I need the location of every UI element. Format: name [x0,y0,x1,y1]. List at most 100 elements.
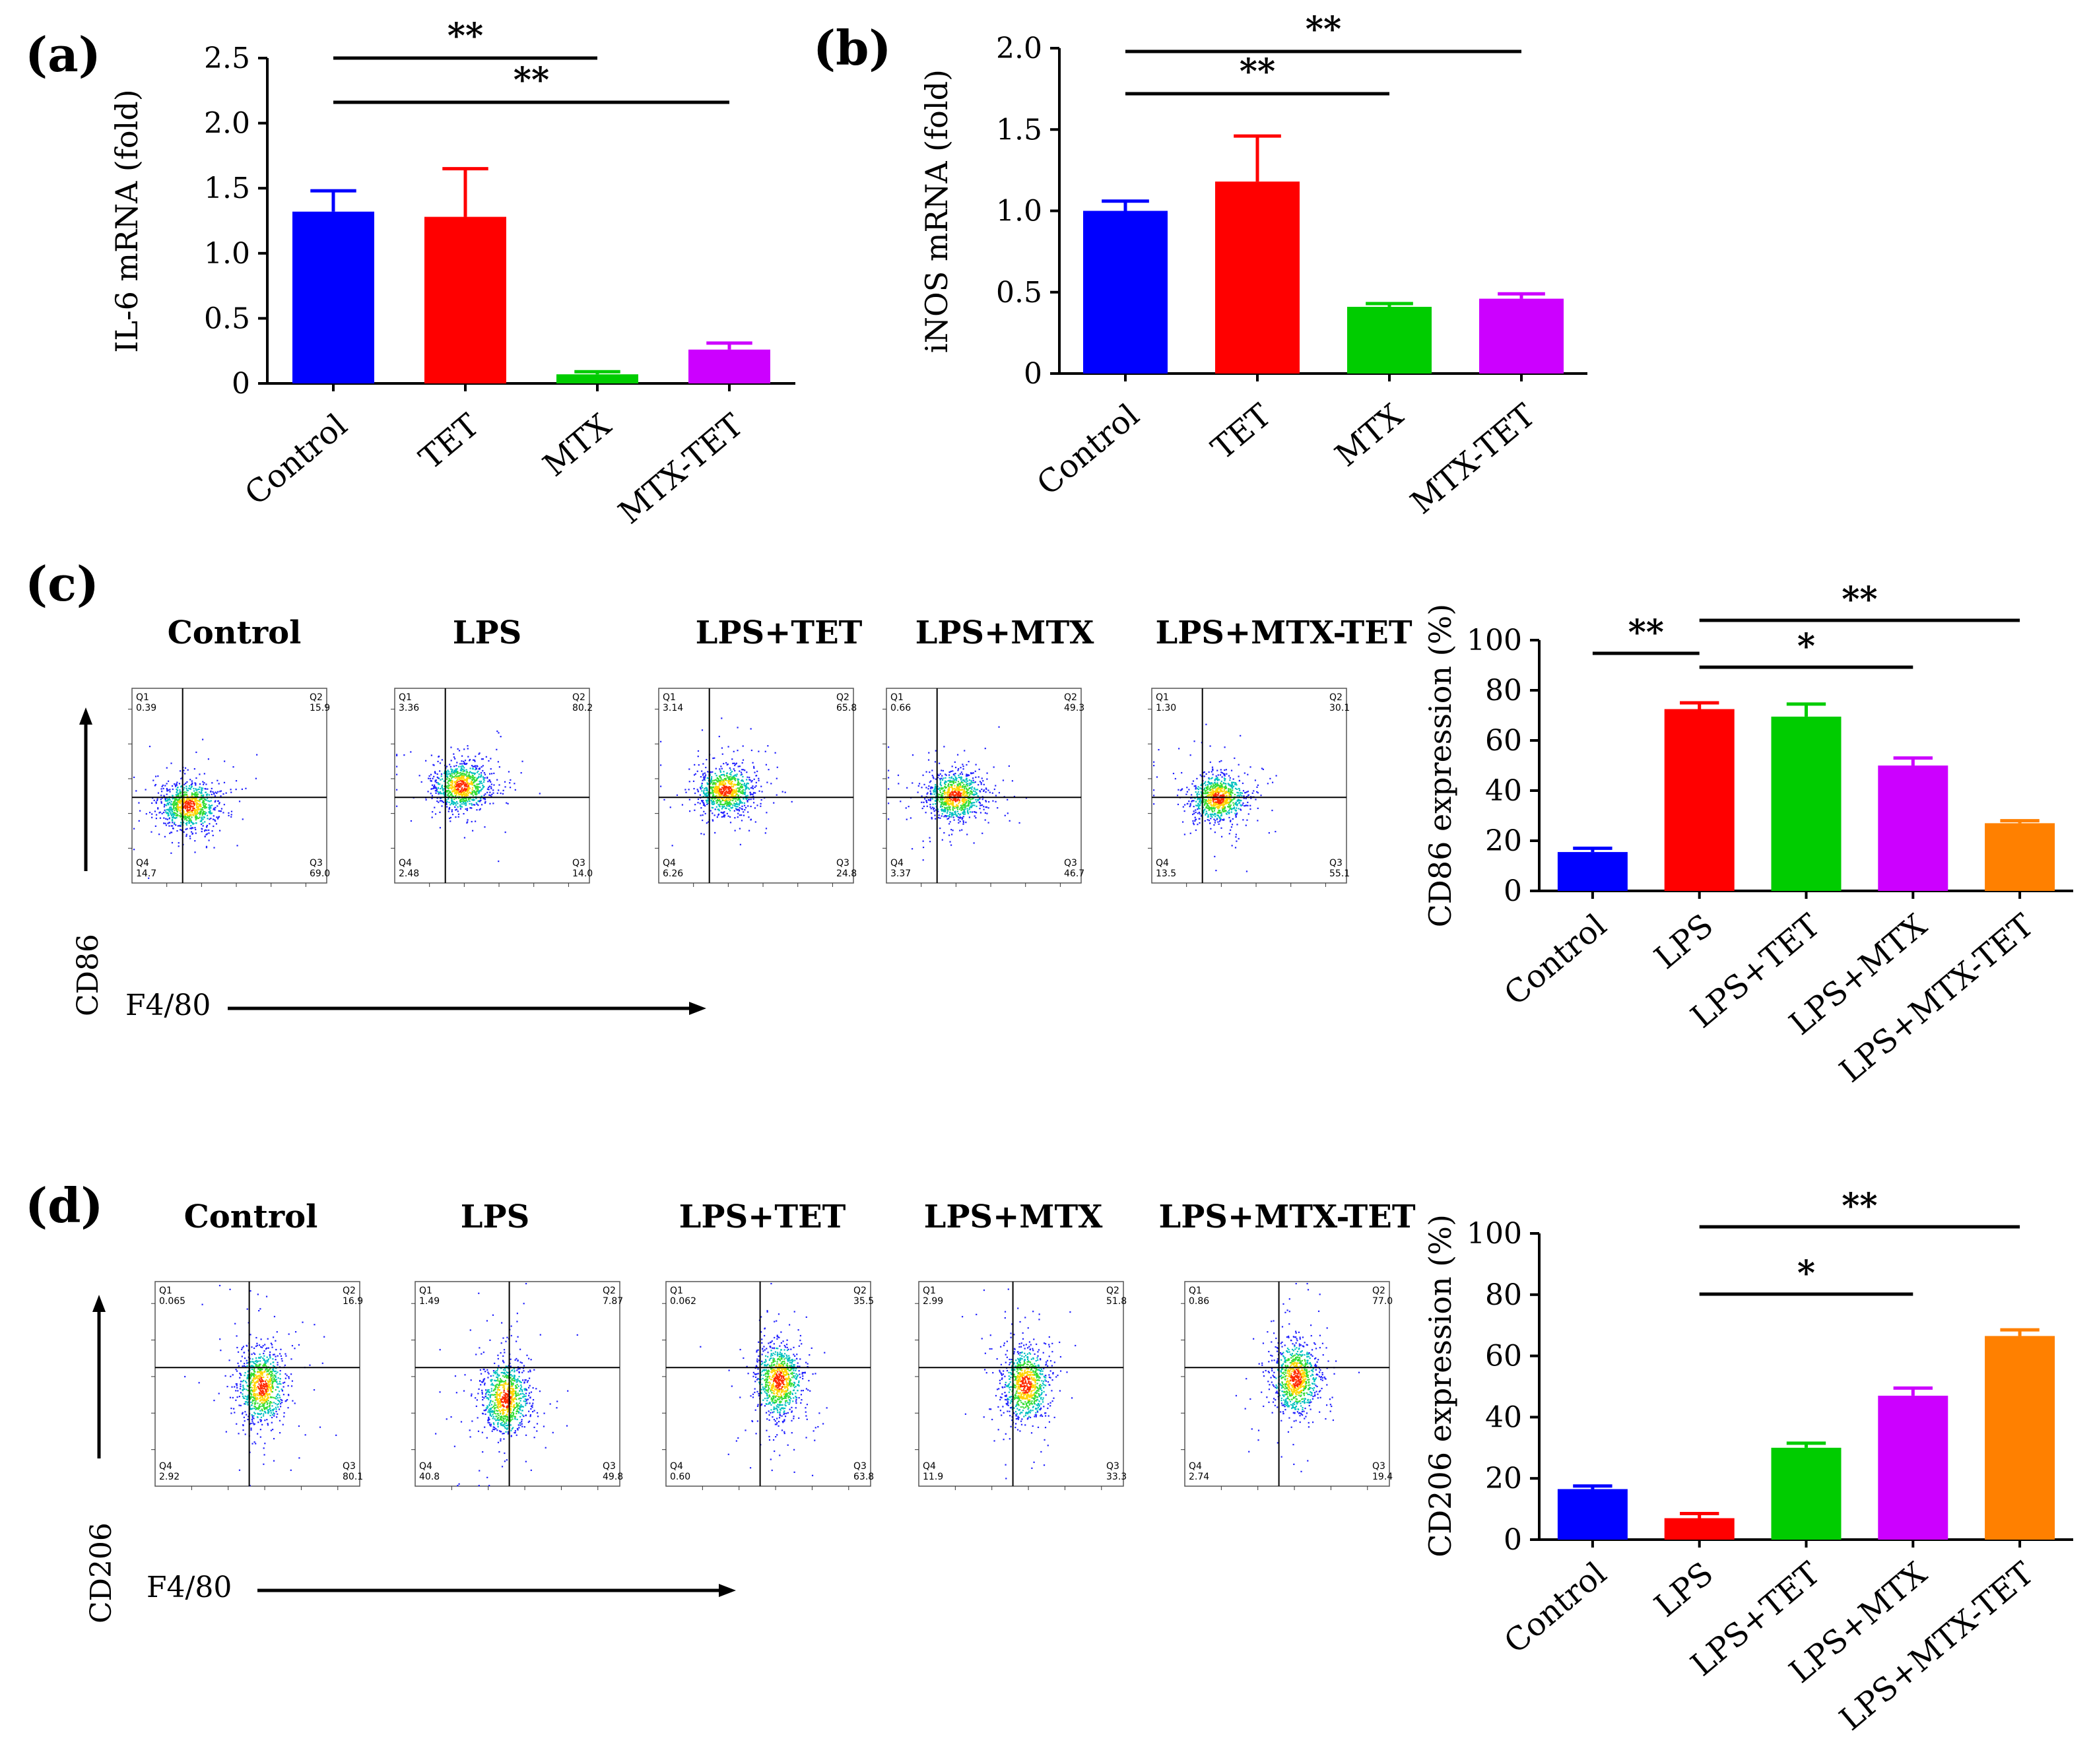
flow-dot [946,799,948,800]
flow-dot [1209,745,1211,747]
flow-dot [491,793,493,795]
flow-dot [1218,802,1221,804]
flow-dot [1222,801,1224,803]
flow-dot [441,805,443,807]
flow-dot [942,790,945,792]
flow-dot [958,786,960,788]
flow-dot [257,1379,259,1381]
flow-dot [908,805,910,808]
flow-dot [251,1396,253,1398]
flow-dot [942,793,944,795]
flow-dot [733,762,735,764]
flow-dot [291,1380,294,1382]
flow-dot [206,824,208,827]
quadrant-value-q3: 14.0 [572,868,593,879]
flow-dot [459,806,462,808]
flow-dot [931,774,933,777]
flow-dot [952,809,954,811]
flow-dot [968,794,970,796]
flow-dot [1198,797,1200,799]
flow-dot [514,789,516,791]
quadrant-tag-q2: Q2 [1329,692,1343,703]
bar-tet [1215,181,1300,374]
flow-dot [520,771,522,774]
flow-dot [475,769,477,771]
flow-dot [451,802,453,804]
flow-dot [186,828,188,830]
flow-dot [255,777,257,779]
flow-dot [741,808,743,810]
flow-dot [454,777,456,779]
flow-dot [694,792,696,795]
flow-dot [180,812,182,814]
flow-dot [1226,800,1228,802]
flow-dot [179,815,181,817]
y-tick-label: 2.0 [996,32,1042,65]
flow-dot [727,763,729,766]
flow-dot [948,802,950,805]
flow-dot [449,794,451,796]
flow-dot [704,794,706,796]
flow-dot [180,795,182,797]
flow-dot [183,789,185,791]
flow-dot [1237,792,1240,794]
flow-dot [477,791,479,793]
flow-dot [481,772,482,774]
flow-dot [952,804,954,806]
flow-dot [174,799,176,800]
flow-dot [451,814,454,816]
flow-dot [741,787,743,789]
flow-dot [455,781,457,783]
flow-dot [957,789,959,791]
flow-dot [1197,789,1199,791]
flow-dot [168,802,170,804]
flow-dot [1211,777,1213,779]
flow-dot [925,812,927,814]
flow-dot [192,800,194,802]
flow-dot [694,773,696,775]
flow-dot [730,777,732,780]
flow-dot [473,778,475,780]
flow-dot [472,792,474,794]
flow-dot [432,787,435,789]
flow-dot [950,781,952,783]
flow-dot [888,818,890,820]
flow-dot [448,785,450,787]
flow-dot [1223,777,1226,779]
flow-dot [748,779,750,781]
flow-dot [1236,824,1238,826]
flow-dot [688,781,690,783]
flow-dot [187,789,189,792]
flow-dot [461,779,463,781]
flow-dot [1238,808,1240,810]
bar-lps-mtx-tet [1985,823,2055,891]
flow-dot [451,777,453,779]
flow-dot [706,789,708,791]
flow-dot [1238,764,1240,766]
quadrant-tag-q2: Q2 [836,692,849,703]
flow-dot [203,805,205,807]
flow-dot [448,783,449,785]
flow-dot [681,804,684,806]
flow-dot [737,812,739,814]
flow-dot [172,825,174,827]
flow-dot [188,798,190,800]
flow-dot [705,787,707,789]
flow-dot [487,781,489,783]
flow-dot [727,786,729,789]
flow-dot [986,812,988,814]
flow-dot [742,793,744,795]
flow-dot [943,791,946,793]
flow-dot [740,771,743,773]
flow-dot [1179,789,1181,791]
flow-dot [1216,806,1218,808]
flow-dot [166,812,168,814]
flow-dot [776,766,778,768]
flow-dot [1177,803,1179,806]
flow-dot [729,791,731,793]
bar-control [1557,1489,1628,1540]
flow-dot [706,801,708,803]
flow-dot [1216,818,1218,820]
flow-dot [504,786,506,788]
flow-dot [720,800,722,802]
